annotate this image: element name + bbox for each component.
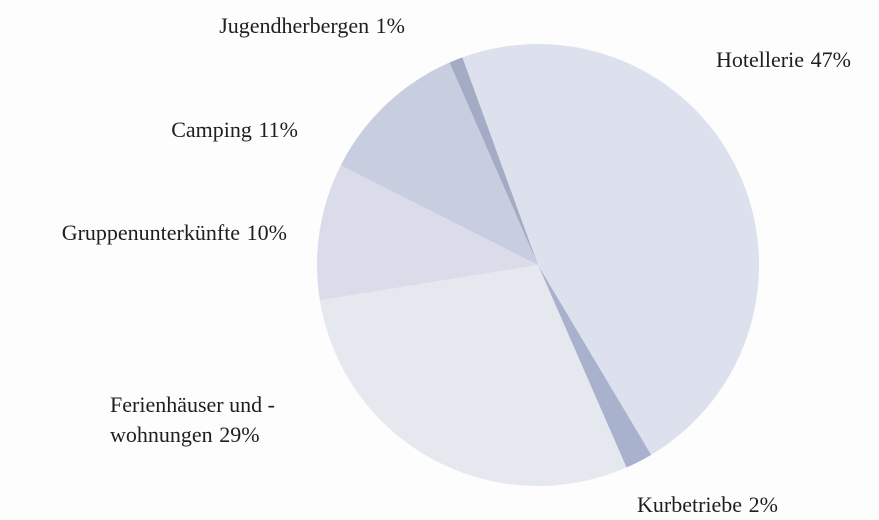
slice-label: Jugendherbergen 1% xyxy=(219,11,405,41)
category-label: Hotellerie xyxy=(716,47,804,72)
pie-slice xyxy=(462,43,760,455)
value-label: 11% xyxy=(258,117,298,142)
pie-slice xyxy=(340,62,538,265)
pie-slice xyxy=(449,57,538,266)
slice-label: Gruppenunterkünfte 10% xyxy=(62,218,287,248)
value-label: 1% xyxy=(375,13,405,38)
pie-slice xyxy=(319,265,627,487)
slice-label: Camping 11% xyxy=(171,115,298,145)
category-label: Kurbetriebe xyxy=(637,492,743,517)
slice-label: Kurbetriebe 2% xyxy=(637,490,778,520)
pie-slice xyxy=(317,165,538,301)
value-label: 2% xyxy=(748,492,778,517)
category-label: Camping xyxy=(171,117,252,142)
category-label: Gruppenunterkünfte xyxy=(61,220,241,245)
slice-label: Hotellerie 47% xyxy=(716,45,851,75)
category-label: Jugendherbergen xyxy=(219,13,370,38)
value-label: 10% xyxy=(246,220,287,245)
pie-slice xyxy=(538,265,652,468)
category-label: Ferienhäuser und -wohnungen xyxy=(110,392,275,447)
slice-label: Ferienhäuser und -wohnungen 29% xyxy=(110,390,310,450)
value-label: 47% xyxy=(810,47,851,72)
value-label: 29% xyxy=(219,422,260,447)
